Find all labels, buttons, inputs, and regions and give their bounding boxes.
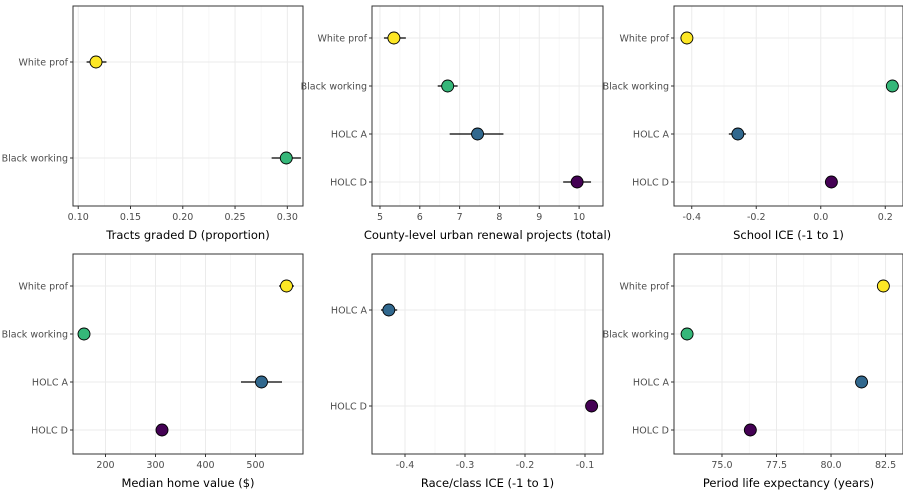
y-category-label: White prof xyxy=(18,282,68,293)
x-tick-label: 6 xyxy=(417,212,423,223)
data-point xyxy=(885,79,899,93)
data-point xyxy=(441,79,455,93)
panel-4: White prof Black working HOLC A HOLC D 200 30… xyxy=(2,253,304,490)
x-axis-title: School ICE (-1 to 1) xyxy=(733,228,844,242)
x-tick-label: 7 xyxy=(457,212,463,223)
y-category-label: HOLC A xyxy=(633,130,670,141)
panel-1: White prof Black working 0.10 0.15 0.20 0.25 0… xyxy=(2,5,304,242)
x-tick-label: -0.4 xyxy=(682,212,701,223)
x-tick-label: -0.2 xyxy=(516,460,535,471)
y-category-label: White prof xyxy=(619,34,669,45)
x-tick-label: 8 xyxy=(496,212,502,223)
data-point xyxy=(89,55,103,69)
y-category-label: White prof xyxy=(18,58,68,69)
y-category-label: HOLC D xyxy=(330,178,367,189)
y-category-label: Black working xyxy=(301,82,367,93)
x-axis-title: Tracts graded D (proportion) xyxy=(105,228,269,242)
data-point xyxy=(570,175,584,189)
y-category-label: HOLC D xyxy=(31,426,68,437)
data-point xyxy=(155,423,169,437)
x-tick-label: -0.3 xyxy=(456,460,475,471)
data-point xyxy=(824,175,838,189)
panel-border xyxy=(673,253,903,455)
y-category-label: White prof xyxy=(317,34,367,45)
panel-border xyxy=(371,5,604,207)
panel-background xyxy=(73,6,303,206)
panel-border xyxy=(673,5,903,207)
panel-background xyxy=(372,254,603,454)
x-tick-label: 82.5 xyxy=(875,460,896,471)
panel-border xyxy=(72,253,304,455)
y-category-label: Black working xyxy=(603,330,669,341)
data-point xyxy=(680,327,694,341)
data-point xyxy=(855,375,869,389)
y-category-label: White prof xyxy=(619,282,669,293)
x-tick-label: 0.15 xyxy=(120,212,141,223)
y-category-label: HOLC A xyxy=(633,378,670,389)
panel-background xyxy=(674,254,903,454)
x-tick-label: 0.0 xyxy=(813,212,828,223)
panel-border xyxy=(72,5,304,207)
x-tick-label: 5 xyxy=(377,212,383,223)
x-tick-label: 9 xyxy=(536,212,542,223)
x-tick-label: -0.1 xyxy=(576,460,595,471)
data-point xyxy=(279,151,293,165)
x-tick-label: 77.5 xyxy=(766,460,787,471)
y-category-label: HOLC D xyxy=(632,426,669,437)
data-point xyxy=(280,279,293,293)
y-category-label: Black working xyxy=(603,82,669,93)
data-point xyxy=(471,127,484,141)
x-tick-label: 400 xyxy=(196,460,214,471)
data-point xyxy=(876,279,890,293)
panel-6: White prof Black working HOLC A HOLC D 75.0 7… xyxy=(603,253,903,490)
y-category-label: HOLC A xyxy=(331,130,368,141)
x-axis-title: County-level urban renewal projects (tot… xyxy=(364,228,611,242)
panel-5: HOLC A HOLC D -0.4 -0.3 -0.2 -0.1 Race/class I… xyxy=(330,253,604,490)
x-tick-label: -0.4 xyxy=(396,460,415,471)
y-category-label: HOLC D xyxy=(330,402,367,413)
data-point xyxy=(387,31,401,45)
data-point xyxy=(255,375,268,389)
x-tick-label: 0.20 xyxy=(172,212,193,223)
panel-background xyxy=(372,6,603,206)
data-point xyxy=(731,127,745,141)
x-tick-label: -0.2 xyxy=(747,212,766,223)
x-tick-label: 0.30 xyxy=(277,212,298,223)
x-tick-label: 0.25 xyxy=(224,212,245,223)
x-tick-label: 0.2 xyxy=(878,212,893,223)
y-category-label: Black working xyxy=(2,154,68,165)
data-point xyxy=(77,327,91,341)
panel-2: White prof Black working HOLC A HOLC D 5 6 7 8 9… xyxy=(301,5,611,242)
data-point xyxy=(680,31,694,45)
x-axis-title: Race/class ICE (-1 to 1) xyxy=(421,476,554,490)
y-category-label: HOLC A xyxy=(32,378,69,389)
x-axis-title: Period life expectancy (years) xyxy=(703,476,874,490)
x-tick-label: 300 xyxy=(146,460,164,471)
y-category-label: HOLC A xyxy=(331,306,368,317)
x-tick-label: 80.0 xyxy=(820,460,841,471)
panel-border xyxy=(371,253,604,455)
x-tick-label: 10 xyxy=(573,212,585,223)
panel-background xyxy=(73,254,303,454)
y-category-label: Black working xyxy=(2,330,68,341)
x-tick-label: 0.10 xyxy=(68,212,89,223)
x-axis-title: Median home value ($) xyxy=(121,476,254,490)
data-point xyxy=(743,423,757,437)
x-tick-label: 500 xyxy=(246,460,264,471)
y-category-label: HOLC D xyxy=(632,178,669,189)
data-point xyxy=(585,399,599,413)
data-point xyxy=(382,303,396,317)
x-tick-label: 200 xyxy=(96,460,114,471)
x-tick-label: 75.0 xyxy=(711,460,732,471)
panel-3: White prof Black working HOLC A HOLC D -0.4 -… xyxy=(603,5,903,242)
